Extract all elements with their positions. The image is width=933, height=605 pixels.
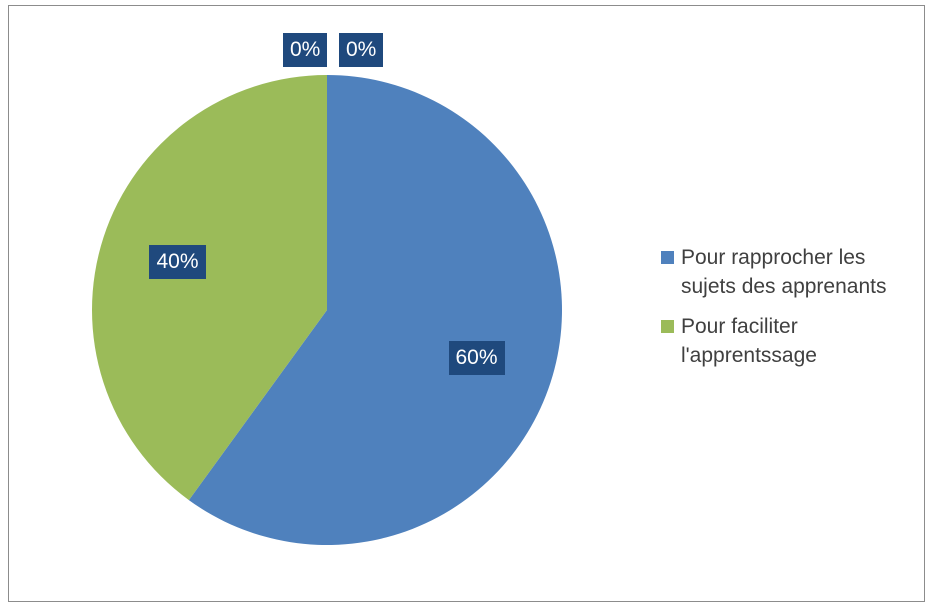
pie-slice-1: [92, 75, 327, 501]
legend-item-rapprocher: Pour rapprocher les sujets des apprenant…: [661, 243, 923, 301]
data-label-3: 0%: [339, 33, 384, 67]
data-label-0: 60%: [448, 340, 505, 375]
data-label-2: 0%: [283, 33, 328, 67]
chart-legend: Pour rapprocher les sujets des apprenant…: [661, 243, 923, 381]
legend-label: Pour rapprocher les sujets des apprenant…: [681, 246, 887, 298]
legend-swatch-blue: [661, 251, 674, 264]
pie-slice-0: [188, 75, 563, 545]
legend-label: Pour faciliter l'apprentssage: [681, 315, 817, 367]
data-label-1: 40%: [149, 245, 206, 280]
legend-swatch-green: [661, 320, 674, 333]
legend-item-faciliter: Pour faciliter l'apprentssage: [661, 312, 923, 370]
